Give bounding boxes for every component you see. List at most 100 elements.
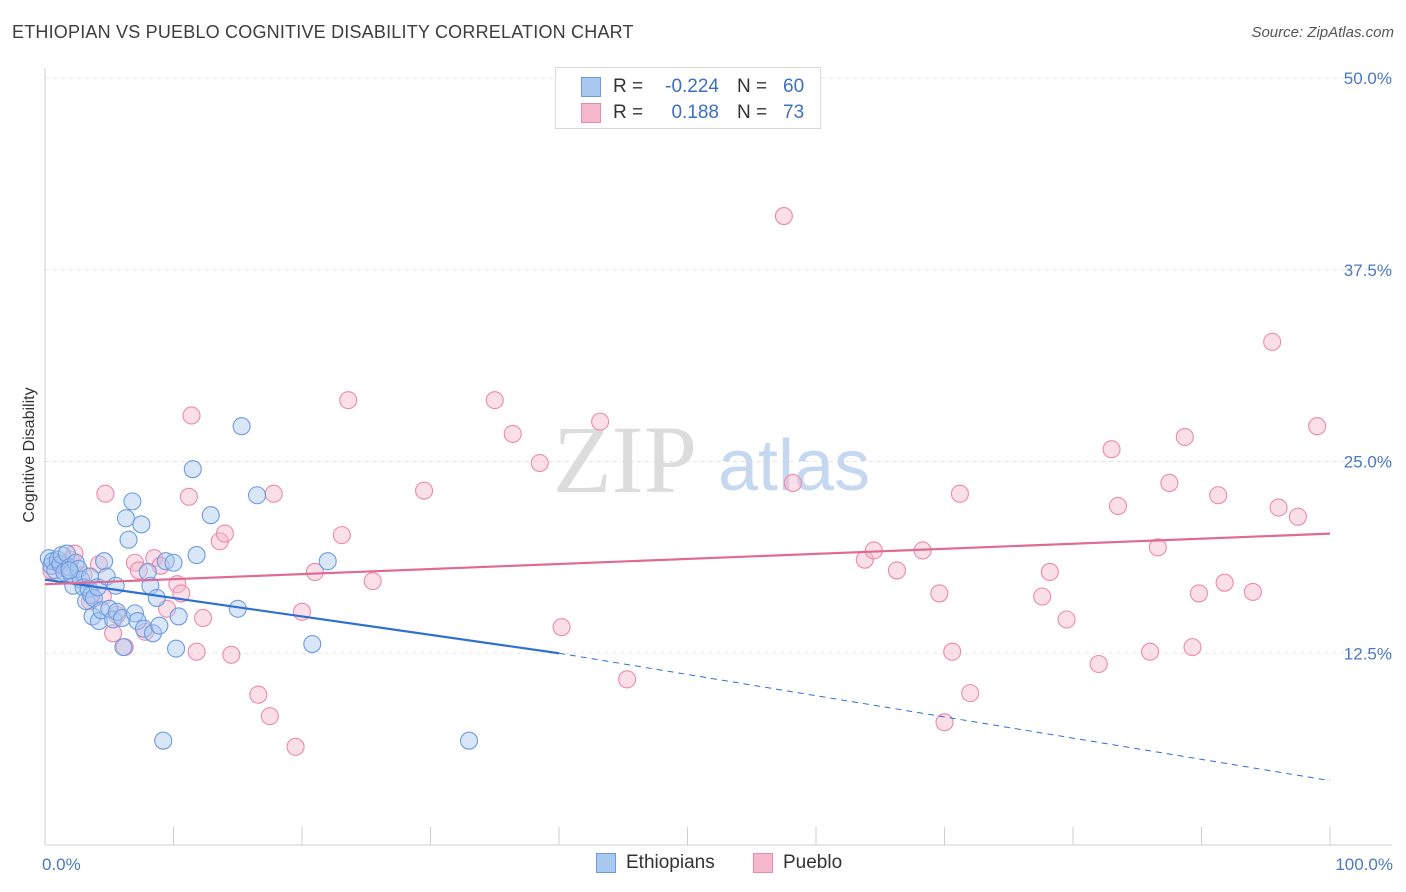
pueblo-point bbox=[1189, 584, 1208, 603]
ethiopians-point bbox=[128, 611, 147, 631]
axes bbox=[44, 68, 1392, 846]
pueblo-point bbox=[1141, 642, 1160, 661]
y-tick-label: 50.0% bbox=[1344, 69, 1392, 88]
legend-n-label: N = bbox=[737, 102, 768, 123]
pueblo-point bbox=[104, 624, 123, 643]
pueblo-point bbox=[943, 642, 962, 661]
ethiopians-point bbox=[247, 486, 267, 505]
y-tick-label: 25.0% bbox=[1344, 453, 1392, 472]
pueblo-point bbox=[129, 561, 148, 580]
pueblo-point bbox=[1040, 562, 1059, 581]
legend-r-value: 0.188 bbox=[671, 102, 719, 123]
pueblo-point bbox=[1175, 427, 1194, 447]
pueblo-point bbox=[415, 481, 434, 500]
ethiopians-point bbox=[116, 509, 136, 528]
pueblo-point bbox=[1108, 496, 1128, 516]
pueblo-point bbox=[1160, 473, 1179, 493]
ethiopians-point bbox=[154, 731, 173, 750]
ethiopians-point bbox=[169, 607, 188, 626]
pueblo-point bbox=[1089, 654, 1108, 674]
pueblo-point bbox=[286, 737, 305, 756]
pueblo-point bbox=[1269, 498, 1288, 517]
y-tick-label: 12.5% bbox=[1344, 644, 1392, 663]
ethiopians-point bbox=[83, 607, 102, 626]
legend-row-pueblo: R = 0.188 N = 73 bbox=[556, 99, 804, 127]
pueblo-point bbox=[1308, 417, 1327, 436]
pueblo-point bbox=[182, 406, 201, 425]
ethiopians-point bbox=[150, 616, 169, 635]
watermark-zip: ZIP bbox=[553, 406, 697, 513]
trend-lines bbox=[44, 532, 1331, 782]
pueblo-point bbox=[179, 487, 198, 506]
x-tick-label: 100.0% bbox=[1335, 855, 1393, 874]
pueblo-point bbox=[249, 685, 268, 704]
watermark-atlas: atlas bbox=[718, 426, 870, 506]
pueblo-point bbox=[96, 484, 115, 503]
pueblo-point bbox=[1243, 582, 1262, 601]
tick-labels: 12.5% 25.0% 37.5% 50.0% 0.0% 100.0% bbox=[42, 69, 1393, 874]
pueblo-point bbox=[783, 473, 802, 493]
ethiopians-point bbox=[459, 731, 479, 750]
pueblo-point bbox=[618, 670, 637, 689]
pueblo-point bbox=[264, 484, 283, 503]
ethiopians-trend-line bbox=[44, 578, 560, 655]
ethiopians-point bbox=[303, 634, 322, 654]
legend-swatch-ethiopians bbox=[596, 853, 616, 873]
pueblo-point bbox=[1102, 440, 1121, 459]
pueblo-point bbox=[1263, 332, 1282, 351]
ethiopians-point bbox=[167, 639, 186, 658]
source-label: Source: ZipAtlas.com bbox=[1251, 24, 1394, 41]
pueblo-point bbox=[1148, 538, 1167, 557]
pueblo-point bbox=[215, 524, 234, 543]
pueblo-point bbox=[305, 562, 324, 581]
legend-r-value: -0.224 bbox=[665, 76, 719, 97]
y-tick-label: 37.5% bbox=[1344, 261, 1392, 280]
pueblo-point bbox=[1215, 573, 1234, 592]
correlation-legend: R = -0.224 N = 60 R = 0.188 N = 73 bbox=[555, 67, 821, 129]
legend-r-label: R = bbox=[613, 102, 644, 123]
pueblo-point bbox=[935, 713, 954, 732]
pueblo-point bbox=[503, 424, 522, 443]
pueblo-point bbox=[339, 391, 358, 410]
pueblo-point bbox=[530, 453, 549, 473]
ethiopians-point bbox=[147, 588, 166, 608]
chart-title: ETHIOPIAN VS PUEBLO COGNITIVE DISABILITY… bbox=[12, 22, 634, 42]
pueblo-point bbox=[1288, 507, 1307, 526]
legend-item-ethiopians[interactable]: Ethiopians bbox=[596, 852, 715, 874]
pueblo-point bbox=[1209, 486, 1228, 505]
ethiopians-point bbox=[114, 638, 133, 657]
ethiopians-point bbox=[183, 460, 202, 479]
ethiopians-point bbox=[123, 492, 142, 511]
ethiopians-point bbox=[187, 546, 206, 565]
x-tick-label: 0.0% bbox=[42, 855, 81, 874]
ethiopians-point bbox=[143, 624, 162, 643]
ethiopians-point bbox=[132, 515, 151, 534]
ethiopians-point bbox=[95, 552, 114, 571]
ethiopians-point bbox=[134, 619, 153, 638]
legend-n-value: 60 bbox=[783, 76, 805, 97]
pueblo-point bbox=[552, 618, 571, 637]
pueblo-point bbox=[187, 642, 206, 661]
pueblo-point bbox=[260, 707, 279, 726]
pueblo-trend-line bbox=[44, 532, 1331, 586]
ethiopians-point bbox=[232, 417, 251, 436]
ethiopians-point bbox=[60, 561, 79, 580]
ethiopians-trend-extension bbox=[558, 652, 1331, 782]
pueblo-point bbox=[222, 645, 241, 664]
legend-n-label: N = bbox=[737, 76, 768, 97]
pueblo-point bbox=[774, 207, 793, 226]
gridlines bbox=[45, 77, 1392, 654]
y-axis-label: Cognitive Disability bbox=[21, 387, 38, 522]
watermark: ZIP atlas bbox=[553, 406, 870, 513]
pueblo-point bbox=[363, 572, 382, 591]
ethiopians-point bbox=[119, 530, 138, 549]
legend-item-pueblo[interactable]: Pueblo bbox=[753, 852, 842, 874]
pueblo-point bbox=[961, 684, 980, 703]
pueblo-point bbox=[194, 608, 213, 628]
legend-label-ethiopians: Ethiopians bbox=[626, 852, 715, 873]
ethiopians-point bbox=[164, 553, 183, 572]
pueblo-point bbox=[950, 484, 969, 503]
pueblo-point bbox=[930, 584, 949, 603]
series-legend: Ethiopians Pueblo bbox=[0, 852, 1406, 878]
legend-swatch-ethiopians bbox=[581, 77, 601, 97]
